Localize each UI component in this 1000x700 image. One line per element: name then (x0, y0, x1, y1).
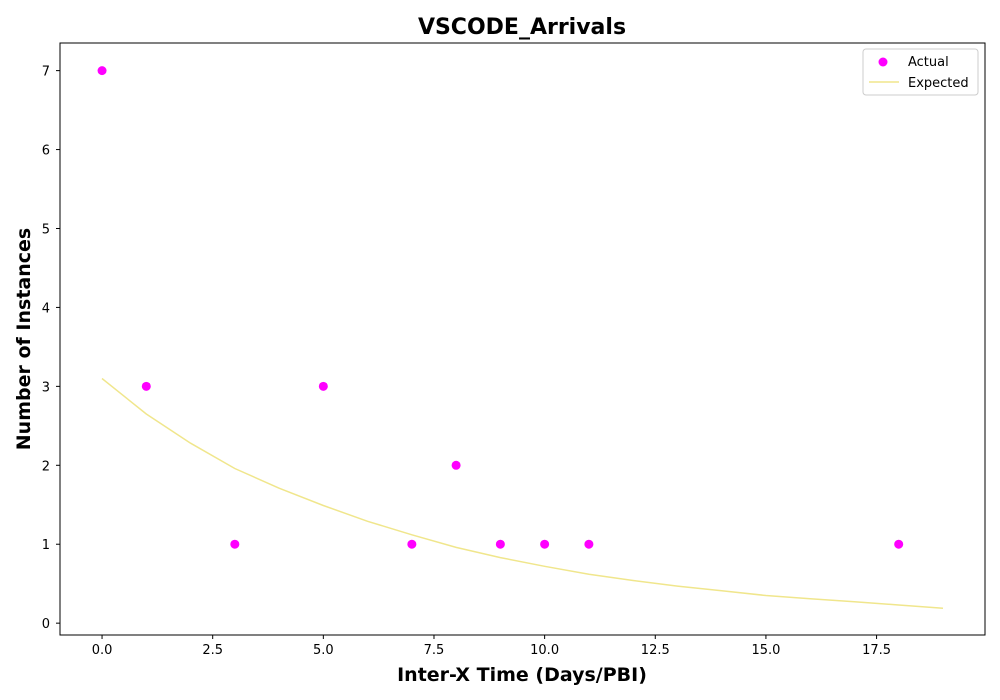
legend: Actual Expected (862, 48, 979, 96)
actual-data-point (894, 539, 904, 549)
series-layer (97, 66, 944, 609)
x-axis-label: Inter-X Time (Days/PBI) (397, 664, 647, 686)
actual-data-point (540, 539, 550, 549)
actual-data-point (230, 539, 240, 549)
actual-data-point (495, 539, 505, 549)
x-tick-label: 0.0 (92, 643, 113, 658)
x-tick-label: 5.0 (313, 643, 334, 658)
actual-data-point (97, 66, 107, 76)
legend-box (862, 48, 979, 96)
plot-frame (59, 42, 986, 636)
expected-series-line (101, 377, 944, 609)
y-tick-label: 0 (42, 617, 50, 632)
legend-actual-label: Actual (908, 55, 949, 70)
y-tick-label: 5 (42, 222, 50, 237)
x-tick-label: 15.0 (751, 643, 780, 658)
x-tick-label: 2.5 (202, 643, 223, 658)
chart-title: VSCODE_Arrivals (418, 15, 626, 40)
x-tick-label: 7.5 (424, 643, 445, 658)
actual-data-point (407, 539, 417, 549)
x-tick-label: 17.5 (862, 643, 891, 658)
y-tick-label: 4 (42, 301, 50, 316)
legend-expected-label: Expected (908, 76, 969, 91)
y-axis-ticks: 0 1 2 3 4 5 6 7 (42, 65, 60, 632)
y-tick-label: 2 (42, 459, 50, 474)
x-axis-ticks: 0.0 2.5 5.0 7.5 10.0 12.5 15.0 17.5 (92, 635, 891, 658)
actual-data-point (584, 539, 594, 549)
legend-actual-marker (878, 57, 888, 67)
actual-data-point (318, 381, 328, 391)
y-tick-label: 1 (42, 538, 50, 553)
x-tick-label: 10.0 (530, 643, 559, 658)
actual-data-point (141, 381, 151, 391)
actual-data-point (451, 460, 461, 470)
x-tick-label: 12.5 (641, 643, 670, 658)
y-tick-label: 3 (42, 380, 50, 395)
y-axis-label: Number of Instances (13, 228, 35, 450)
y-tick-label: 6 (42, 144, 50, 159)
y-tick-label: 7 (42, 65, 50, 80)
